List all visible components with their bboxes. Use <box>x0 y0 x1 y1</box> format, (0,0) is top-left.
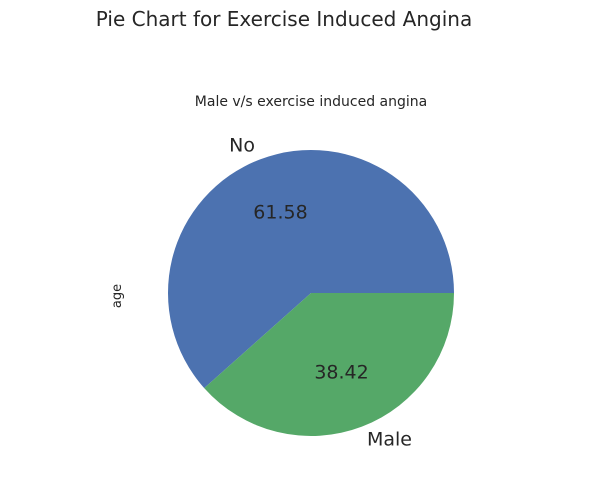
slice-label-male: Male <box>367 429 412 451</box>
pie-labels: No 61.58 Male 38.42 <box>229 134 412 450</box>
pie-slice-male <box>204 293 454 437</box>
slice-value-no: 61.58 <box>253 201 307 223</box>
pie-slice-no <box>168 150 455 389</box>
y-axis-label: age <box>110 284 125 308</box>
slice-label-no: No <box>229 134 255 156</box>
chart-title: Male v/s exercise induced angina <box>195 94 427 110</box>
slice-value-male: 38.42 <box>314 362 368 384</box>
chart-suptitle: Pie Chart for Exercise Induced Angina <box>96 7 472 31</box>
pie-slices <box>168 150 455 437</box>
